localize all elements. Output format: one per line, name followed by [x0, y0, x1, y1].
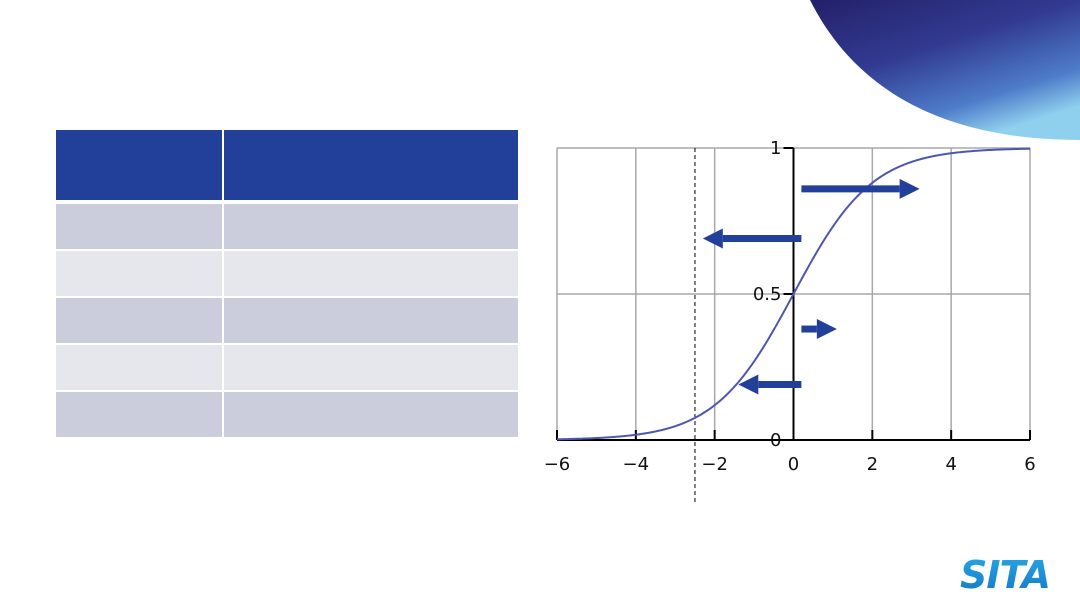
table-cell [56, 345, 224, 392]
table-row [56, 251, 518, 298]
table-header-cell [224, 130, 518, 204]
table-cell [56, 298, 224, 345]
table-cell [224, 204, 518, 251]
x-tick-label: 2 [867, 454, 878, 475]
y-tick-label: 0.5 [753, 284, 782, 305]
arrow-left-icon [702, 228, 723, 249]
table-header-cell [56, 130, 224, 204]
arrow-right-icon [816, 319, 837, 340]
table-row [56, 345, 518, 392]
x-tick-label: −2 [701, 454, 728, 475]
sita-logo-text: SITA [960, 553, 1050, 594]
arrow-right-icon [899, 178, 920, 199]
table-cell [224, 392, 518, 439]
x-tick-label: 4 [945, 454, 956, 475]
data-table [56, 130, 518, 439]
x-tick-label: 0 [788, 454, 799, 475]
sigmoid-curve [556, 147, 1031, 441]
sigmoid-chart: −6 −4 −2 0 2 4 6 0 0.5 1 [544, 138, 1036, 502]
x-tick-label: −4 [623, 454, 650, 475]
chart-series [556, 147, 1031, 441]
table-row [56, 298, 518, 345]
arrow-left-icon [738, 374, 759, 395]
table-cell [56, 392, 224, 439]
y-tick-label: 0 [770, 430, 781, 451]
table-header-row [56, 130, 518, 204]
chart-tick-labels: −6 −4 −2 0 2 4 6 0 0.5 1 [544, 138, 1036, 475]
table-cell [224, 251, 518, 298]
y-tick-label: 1 [770, 138, 781, 159]
x-tick-label: 6 [1024, 454, 1035, 475]
table-cell [224, 345, 518, 392]
table-cell [224, 298, 518, 345]
x-tick-label: −6 [544, 454, 571, 475]
table-row [56, 392, 518, 439]
table-cell [56, 251, 224, 298]
table-row [56, 204, 518, 251]
sita-logo: SITA [960, 553, 1051, 594]
table-cell [56, 204, 224, 251]
chart-arrows [702, 178, 920, 395]
